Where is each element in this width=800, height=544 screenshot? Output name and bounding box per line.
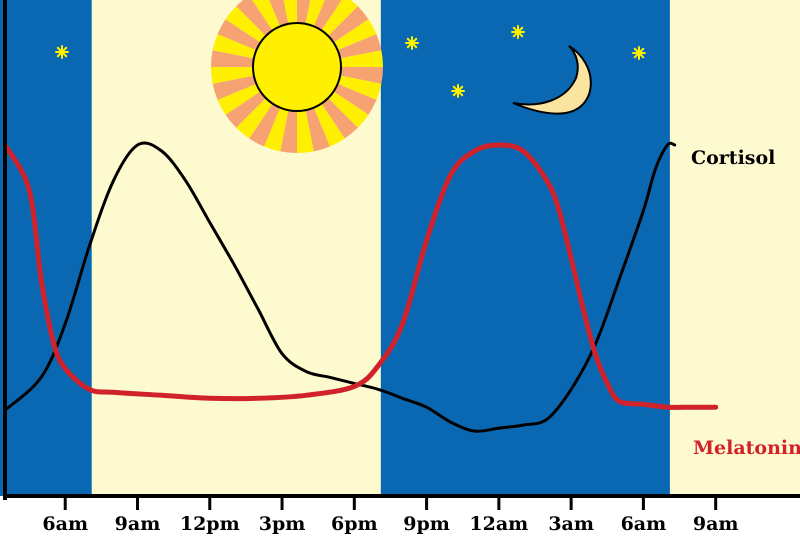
x-tick-label: 6am [621,513,667,535]
x-tick-label: 9am [115,513,161,535]
moon-icon [512,45,592,115]
star-icon [55,45,69,59]
night-band [0,0,92,496]
star-icon [451,84,465,98]
star-icon [405,36,419,50]
x-tick-label: 12pm [180,513,240,535]
x-ticks [63,496,718,510]
series-line-cortisol [3,141,677,433]
series-line-melatonin [2,142,719,410]
series-label-cortisol: Cortisol [691,147,775,169]
x-tick-label: 9am [693,513,739,535]
series-label-melatonin: Melatonin [693,437,800,459]
day-night-bands [0,0,800,496]
x-tick-label: 6pm [331,513,378,535]
x-tick-label: 12am [469,513,528,535]
star-icon [511,25,525,39]
x-tick-label: 3am [548,513,594,535]
sun-icon [211,0,383,153]
night-band [380,0,670,496]
x-tick-label: 9pm [403,513,450,535]
star-icon [632,46,646,60]
x-tick-labels: 6am 9am 12pm 3pm 6pm 9pm 12am 3am 6am 9am [42,513,738,535]
x-tick-label: 3pm [259,513,306,535]
stars [55,25,646,98]
series-lines [2,141,719,433]
x-tick-label: 6am [42,513,88,535]
